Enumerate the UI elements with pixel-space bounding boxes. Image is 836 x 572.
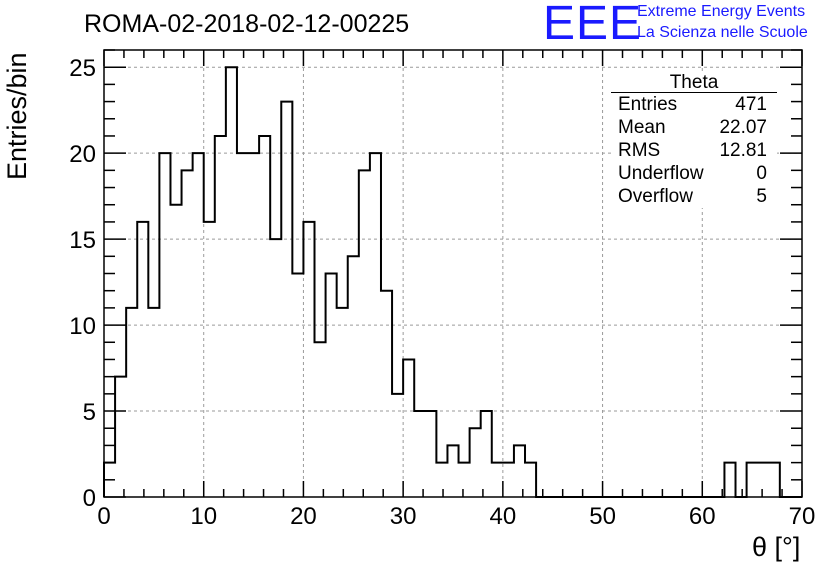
stats-value: 12.81 xyxy=(719,140,767,161)
stats-row-overflow: Overflow 5 xyxy=(611,185,777,208)
stats-title: Theta xyxy=(611,73,777,93)
stats-value: 471 xyxy=(735,94,767,115)
stats-row-underflow: Underflow 0 xyxy=(611,162,777,185)
x-tick-label: 0 xyxy=(97,503,110,530)
axis-ticks xyxy=(103,49,803,498)
y-tick-label: 0 xyxy=(83,485,96,512)
x-tick-label: 50 xyxy=(589,503,616,530)
stats-row-mean: Mean 22.07 xyxy=(611,116,777,139)
logo-line-2: La Scienza nelle Scuole xyxy=(637,24,808,41)
x-axis-label: θ [°] xyxy=(752,532,801,562)
stats-label: Overflow xyxy=(618,186,693,207)
stats-box: Theta Entries 471 Mean 22.07 RMS 12.81 U… xyxy=(611,73,777,208)
x-tick-label: 10 xyxy=(190,503,217,530)
y-tick-label: 10 xyxy=(69,313,96,340)
y-tick-label: 5 xyxy=(83,399,96,426)
y-tick-label: 20 xyxy=(69,141,96,168)
stats-label: Underflow xyxy=(618,163,704,184)
stats-label: Mean xyxy=(618,117,666,138)
stats-label: RMS xyxy=(618,140,661,161)
stats-label: Entries xyxy=(618,94,678,115)
stats-row-rms: RMS 12.81 xyxy=(611,139,777,162)
x-tick-label: 70 xyxy=(789,503,816,530)
stats-value: 22.07 xyxy=(719,117,767,138)
y-tick-label: 25 xyxy=(69,55,96,82)
stats-row-entries: Entries 471 xyxy=(611,93,777,116)
stats-value: 5 xyxy=(756,186,767,207)
x-tick-label: 60 xyxy=(689,503,716,530)
stats-value: 0 xyxy=(756,163,767,184)
x-tick-label: 20 xyxy=(290,503,317,530)
eee-logo: EEE xyxy=(543,0,643,50)
x-tick-label: 30 xyxy=(390,503,417,530)
x-tick-label: 40 xyxy=(490,503,517,530)
y-tick-label: 15 xyxy=(69,227,96,254)
logo-line-1: Extreme Energy Events xyxy=(637,3,806,20)
chart-title: ROMA-02-2018-02-12-00225 xyxy=(84,10,410,38)
y-axis-label: Entries/bin xyxy=(2,52,32,180)
